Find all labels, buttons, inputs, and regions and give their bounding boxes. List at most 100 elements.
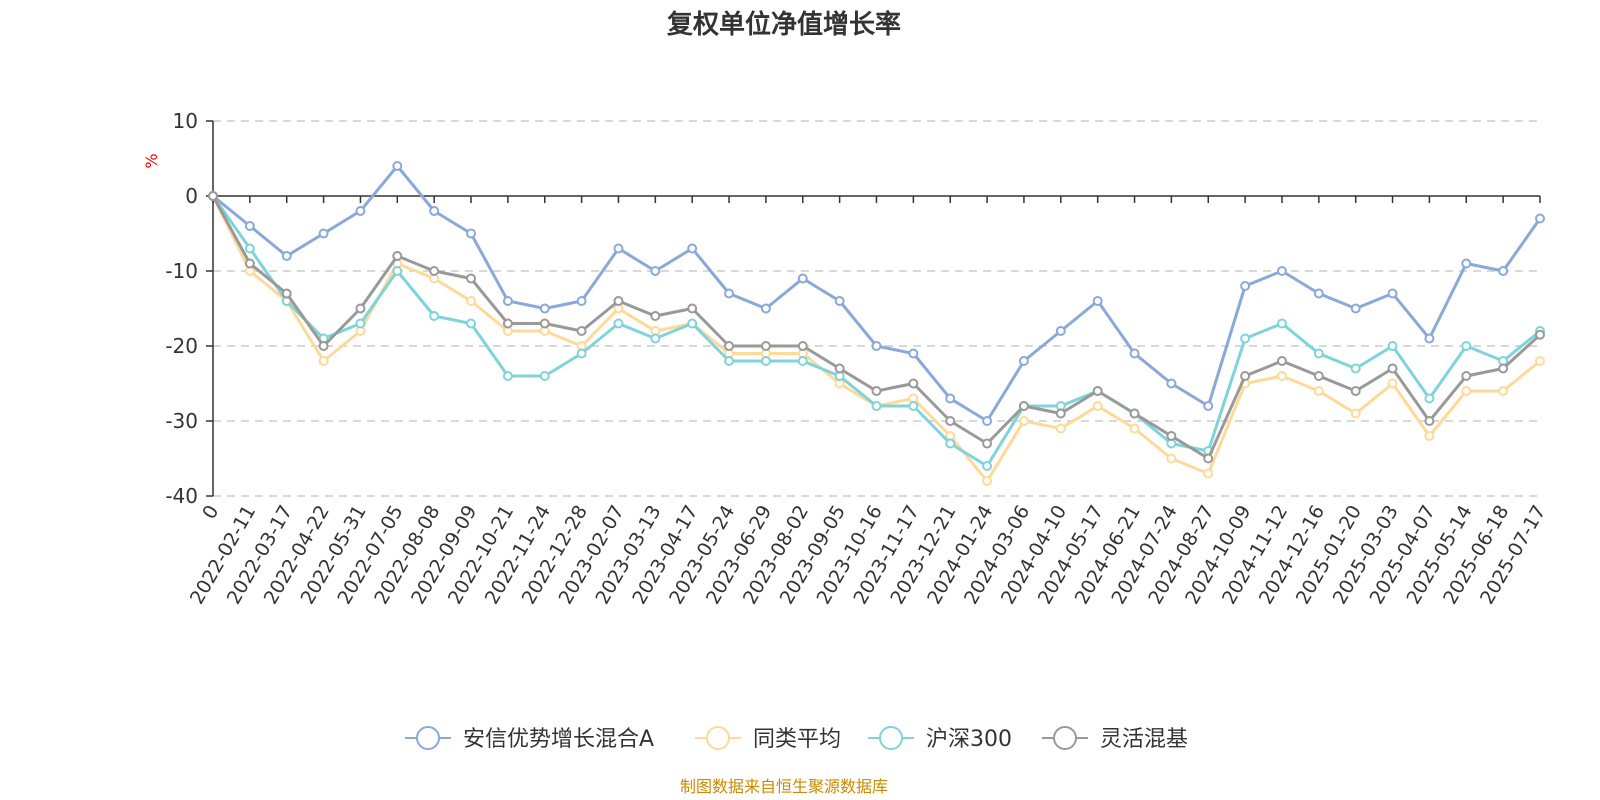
data-point — [797, 356, 808, 366]
data-point — [871, 386, 882, 396]
data-point — [1387, 288, 1398, 299]
data-point — [429, 311, 440, 321]
data-point — [834, 296, 845, 306]
data-point — [760, 303, 771, 314]
data-point — [1313, 371, 1324, 381]
data-point — [1461, 371, 1472, 381]
series-line — [211, 195, 1542, 460]
data-point — [1313, 288, 1324, 299]
data-point — [871, 401, 882, 411]
data-point — [576, 326, 587, 336]
data-point — [1276, 371, 1287, 381]
y-tick-label: 0 — [185, 184, 198, 208]
y-tick-label: -20 — [165, 334, 198, 358]
data-point — [1129, 348, 1140, 359]
data-point — [945, 416, 956, 426]
axes — [212, 121, 1540, 496]
data-point — [318, 356, 329, 366]
legend-item[interactable]: 安信优势增长混合A — [405, 726, 654, 752]
data-point — [244, 243, 255, 254]
data-point — [466, 273, 477, 284]
data-point — [1535, 213, 1545, 224]
data-point — [1461, 258, 1472, 269]
data-point — [724, 356, 735, 366]
data-point — [1498, 266, 1509, 276]
data-point — [908, 378, 919, 389]
series-line — [211, 195, 1541, 468]
data-point — [1166, 453, 1177, 464]
data-point — [1203, 468, 1214, 479]
data-point — [945, 393, 956, 404]
data-point — [982, 416, 993, 426]
data-point — [318, 228, 329, 239]
data-point — [982, 476, 993, 486]
data-point — [797, 341, 808, 351]
data-point — [834, 363, 845, 374]
data-point — [613, 318, 624, 329]
data-point — [355, 303, 366, 314]
series-2 — [208, 191, 1545, 471]
data-point — [1203, 401, 1214, 411]
data-point — [650, 311, 661, 321]
data-point — [908, 348, 919, 359]
data-point — [1166, 378, 1177, 389]
legend-item[interactable]: 灵活混基 — [1042, 726, 1188, 752]
data-point — [1350, 408, 1361, 419]
data-point — [281, 288, 292, 299]
data-point — [613, 243, 624, 254]
data-point — [355, 318, 366, 329]
data-point — [1387, 363, 1398, 374]
data-point — [1535, 356, 1545, 366]
series-lines — [208, 161, 1545, 486]
data-point — [1092, 386, 1103, 396]
data-point — [355, 206, 366, 216]
data-point — [392, 161, 403, 171]
data-point — [945, 438, 956, 449]
data-point — [982, 438, 993, 449]
data-point — [613, 296, 624, 306]
chart-title: 复权单位净值增长率 — [667, 9, 901, 40]
data-point — [466, 318, 477, 329]
data-point — [392, 266, 403, 276]
y-tick-label: -10 — [165, 259, 198, 283]
data-point — [539, 318, 550, 329]
y-tick-label: -30 — [165, 409, 198, 433]
data-point — [392, 251, 403, 261]
data-point — [1350, 303, 1361, 314]
series-1 — [208, 191, 1545, 486]
data-point — [576, 348, 587, 359]
y-tick-label: 10 — [173, 109, 198, 133]
data-point — [1018, 401, 1029, 411]
data-point — [466, 296, 477, 306]
data-point — [1203, 453, 1214, 464]
x-tick-label: 0 — [198, 502, 223, 523]
data-point — [208, 191, 218, 201]
data-point — [1240, 371, 1251, 381]
data-point — [1276, 318, 1287, 329]
data-point — [1092, 401, 1103, 411]
data-point — [539, 303, 550, 314]
data-point — [244, 221, 255, 231]
data-point — [502, 371, 513, 381]
data-point — [1276, 266, 1287, 276]
data-point — [1055, 326, 1066, 336]
legend[interactable]: 安信优势增长混合A 同类平均 沪深300 灵活混基 — [405, 726, 1188, 752]
data-point — [760, 341, 771, 351]
data-point — [1461, 386, 1472, 396]
data-point — [1166, 431, 1177, 441]
legend-item[interactable]: 同类平均 — [695, 726, 841, 752]
series-line — [212, 164, 1542, 423]
data-point — [502, 296, 513, 306]
data-point — [687, 318, 698, 329]
series-0 — [208, 161, 1545, 426]
data-point — [1276, 356, 1287, 366]
data-point — [576, 296, 587, 306]
data-point — [1535, 329, 1545, 340]
data-point — [1092, 296, 1103, 306]
data-point — [1498, 386, 1509, 396]
data-point — [539, 371, 550, 381]
legend-item[interactable]: 沪深300 — [868, 726, 1012, 752]
grid-lines — [213, 120, 1540, 497]
data-point — [687, 303, 698, 314]
data-point — [466, 228, 477, 239]
